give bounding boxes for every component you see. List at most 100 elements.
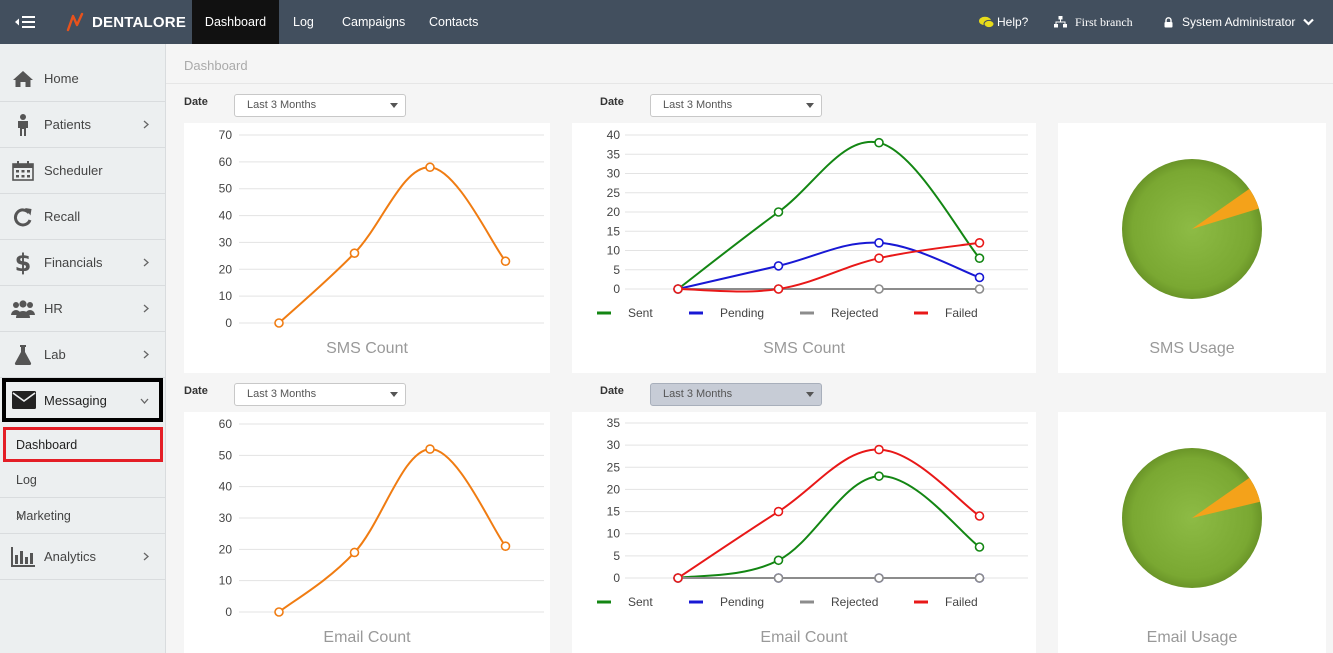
- series-line: [278, 448, 507, 613]
- sidebar-subitem-label: Log: [16, 472, 37, 487]
- data-point: [874, 284, 884, 294]
- data-point: [500, 541, 511, 551]
- help-label: Help?: [997, 15, 1029, 29]
- sidebar-item-label: HR: [44, 301, 63, 316]
- y-tick-label: 35: [607, 416, 621, 430]
- sidebar-item-hr[interactable]: HR: [0, 286, 165, 332]
- legend-swatch: [914, 311, 928, 315]
- sidebar-item-patients[interactable]: Patients: [0, 102, 165, 148]
- dollar-icon: $: [14, 248, 32, 277]
- sidebar-item-messaging[interactable]: Messaging: [2, 378, 163, 422]
- y-tick-label: 30: [607, 167, 621, 181]
- data-point: [874, 253, 884, 263]
- legend-swatch: [689, 600, 703, 604]
- branch-selector[interactable]: First branch: [1054, 0, 1133, 44]
- sidebar-item-scheduler[interactable]: Scheduler: [0, 148, 165, 194]
- data-point: [274, 607, 284, 617]
- pie-slice: [1192, 477, 1261, 518]
- help-link[interactable]: Help?: [978, 0, 1028, 44]
- sms-count-chart: 0 10 20 30 40 50 60 70: [219, 128, 544, 330]
- sidebar-item-analytics[interactable]: Analytics: [0, 534, 165, 580]
- chart-title: SMS Count: [326, 340, 408, 357]
- legend-label: Failed: [945, 595, 978, 609]
- sms-status-chart-card: 0 5 10 15 20 25 30 35 40 Sent Pending Rejected Faile…: [572, 123, 1036, 373]
- dropdown-arrow-icon: [806, 392, 814, 397]
- series-line: [677, 140, 981, 290]
- chevron-right-icon: [143, 346, 149, 364]
- y-tick-label: 20: [607, 482, 621, 496]
- envelope-icon: [12, 388, 36, 412]
- date-range-select[interactable]: Last 3 Months: [650, 383, 822, 406]
- dropdown-arrow-icon: [390, 392, 398, 397]
- date-range-select[interactable]: Last 3 Months: [234, 94, 406, 117]
- sidebar-item-financials[interactable]: $ Financials: [0, 240, 165, 286]
- y-tick-label: 40: [219, 480, 233, 494]
- y-tick-label: 10: [607, 244, 621, 258]
- legend-swatch: [689, 311, 703, 315]
- sidebar-item-label: Home: [44, 71, 79, 86]
- sms-count-chart-card: 0 10 20 30 40 50 60 70 SMS Count: [184, 123, 550, 373]
- y-tick-label: 20: [219, 542, 233, 556]
- sidebar-subitem-marketing[interactable]: Marketing: [0, 498, 165, 534]
- sidebar-item-label: Messaging: [44, 392, 107, 408]
- data-point: [974, 573, 985, 583]
- data-point: [874, 573, 884, 583]
- chart-title: SMS Usage: [1149, 340, 1235, 357]
- sidebar-item-label: Scheduler: [44, 163, 103, 178]
- nav-tab-dashboard[interactable]: Dashboard: [192, 0, 279, 44]
- user-name: System Administrator: [1182, 15, 1296, 29]
- legend-label: Pending: [720, 306, 764, 320]
- date-range-select[interactable]: Last 3 Months: [650, 94, 822, 117]
- date-range-value: Last 3 Months: [247, 388, 317, 400]
- chevron-right-icon: [16, 509, 149, 523]
- series-line: [278, 166, 507, 324]
- sidebar-item-recall[interactable]: Recall: [0, 194, 165, 240]
- sidebar-item-label: Analytics: [44, 549, 97, 564]
- data-point: [974, 253, 985, 263]
- sidebar-subitem-dashboard[interactable]: Dashboard: [3, 427, 163, 462]
- chart-title: Email Count: [323, 629, 411, 646]
- chevron-down-icon: [1303, 18, 1315, 26]
- email-usage-pie: [1122, 448, 1262, 588]
- dropdown-arrow-icon: [390, 103, 398, 108]
- legend-label: Pending: [720, 595, 764, 609]
- y-tick-label: 20: [607, 205, 621, 219]
- sidebar-subitem-label: Dashboard: [16, 437, 78, 452]
- date-range-value: Last 3 Months: [663, 388, 733, 400]
- app-logo[interactable]: DENTALORE: [66, 11, 186, 33]
- email-count-chart-card: 0 10 20 30 40 50 60 Email Count: [184, 412, 550, 653]
- y-tick-label: 40: [219, 209, 233, 223]
- sidebar-item-home[interactable]: Home: [0, 56, 165, 102]
- series-line: [677, 241, 980, 293]
- nav-tab-campaigns[interactable]: Campaigns: [342, 15, 406, 29]
- data-point: [773, 207, 784, 217]
- y-tick-label: 50: [219, 448, 233, 462]
- y-tick-label: 60: [219, 155, 233, 169]
- sidebar-item-lab[interactable]: Lab: [0, 332, 165, 378]
- sidebar-subitem-log[interactable]: Log: [0, 462, 165, 498]
- date-range-select[interactable]: Last 3 Months: [234, 383, 406, 406]
- data-point: [874, 444, 884, 455]
- date-label: Date: [600, 385, 624, 397]
- y-tick-label: 30: [607, 438, 621, 452]
- y-tick-label: 5: [613, 549, 620, 563]
- sidebar-item-label: Recall: [44, 209, 81, 224]
- dentalore-logo-icon: [66, 12, 84, 32]
- chevron-right-icon: [143, 300, 149, 318]
- data-point: [673, 284, 683, 294]
- patient-icon: [11, 113, 35, 137]
- data-point: [974, 542, 985, 552]
- y-tick-label: 30: [219, 235, 233, 249]
- legend-label: Rejected: [831, 306, 878, 320]
- menu-toggle-icon[interactable]: [12, 11, 38, 33]
- chevron-right-icon: [143, 254, 149, 272]
- nav-tab-log[interactable]: Log: [293, 15, 314, 29]
- email-usage-chart-card: Email Usage: [1058, 412, 1326, 653]
- calendar-icon: [11, 159, 35, 183]
- bar-chart-icon: [11, 545, 35, 569]
- user-menu[interactable]: System Administrator: [1164, 0, 1315, 44]
- nav-tab-contacts[interactable]: Contacts: [429, 15, 479, 29]
- chat-icon: [979, 16, 995, 28]
- sms-usage-chart-card: SMS Usage: [1058, 123, 1326, 373]
- legend-swatch: [800, 600, 814, 604]
